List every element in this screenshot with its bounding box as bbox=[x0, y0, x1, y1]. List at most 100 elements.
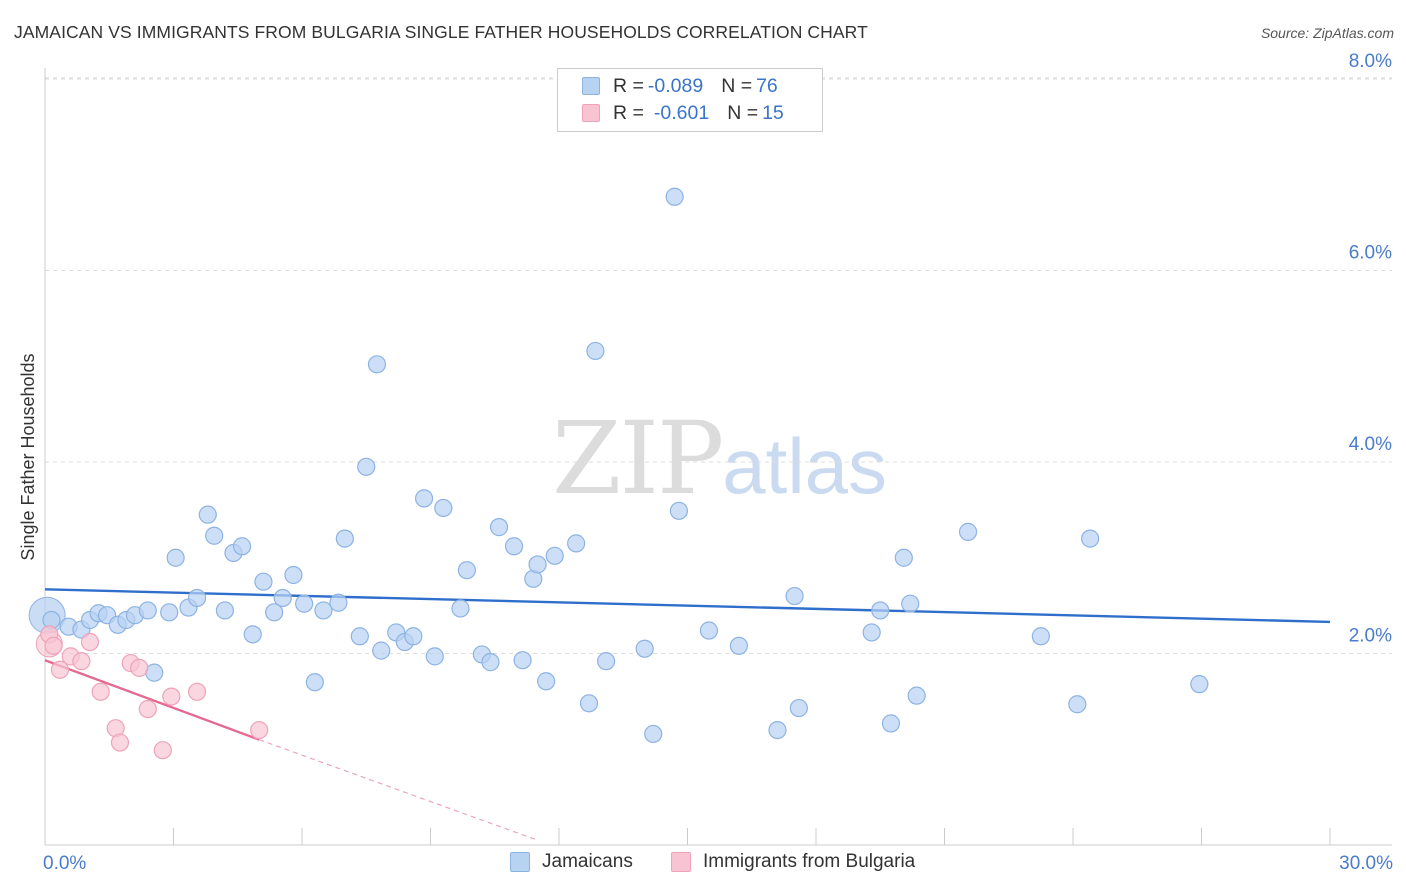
trend-line-bulgaria-extension bbox=[258, 739, 538, 841]
data-point-jamaicans bbox=[894, 548, 913, 567]
grid-lines bbox=[45, 77, 1392, 654]
stats-legend: R = -0.089 N = 76 R = -0.601 N = 15 bbox=[557, 68, 823, 132]
bottom-legend-swatch-blue bbox=[510, 852, 530, 872]
bottom-legend-label-bulgaria: Immigrants from Bulgaria bbox=[703, 851, 916, 872]
legend-row-bulgaria: R = -0.601 N = 15 bbox=[558, 100, 784, 126]
data-point-jamaicans bbox=[871, 601, 890, 620]
data-point-jamaicans bbox=[669, 501, 689, 520]
bottom-legend-swatch-pink bbox=[671, 852, 691, 872]
bottom-legend-jamaicans: Jamaicans bbox=[510, 851, 633, 873]
data-point-jamaicans bbox=[314, 601, 333, 620]
legend-r-value: -0.601 bbox=[653, 101, 710, 124]
data-point-bulgaria bbox=[50, 660, 70, 679]
data-point-jamaicans bbox=[265, 603, 284, 622]
legend-r-value: -0.089 bbox=[647, 74, 704, 97]
axis-labels: 2.0% 4.0% 6.0% 8.0% 0.0% 30.0% Single Father H… bbox=[18, 51, 1393, 874]
data-point-jamaicans bbox=[504, 537, 524, 556]
data-point-jamaicans bbox=[243, 625, 262, 644]
data-point-jamaicans bbox=[1190, 675, 1209, 694]
y-tick-label: 6.0% bbox=[1349, 243, 1392, 264]
data-point-jamaicans bbox=[881, 714, 901, 733]
x-tick-label: 0.0% bbox=[43, 853, 86, 874]
data-point-jamaicans bbox=[434, 498, 453, 518]
legend-r-label: R = bbox=[613, 101, 644, 124]
data-point-jamaicans bbox=[295, 594, 314, 613]
data-point-jamaicans bbox=[205, 526, 224, 545]
data-point-bulgaria bbox=[130, 658, 149, 677]
data-point-jamaicans bbox=[699, 621, 719, 640]
data-point-jamaicans bbox=[729, 636, 749, 655]
data-point-bulgaria bbox=[44, 636, 63, 655]
data-point-bulgaria bbox=[162, 687, 181, 706]
legend-n-label: N = bbox=[721, 74, 753, 97]
trend-line-bulgaria bbox=[44, 659, 260, 741]
y-tick-label: 8.0% bbox=[1349, 51, 1392, 72]
data-point-bulgaria bbox=[110, 733, 130, 752]
legend-swatch-blue bbox=[582, 77, 600, 95]
data-point-jamaicans bbox=[232, 537, 252, 556]
legend-r-label: R = bbox=[613, 74, 644, 97]
data-point-jamaicans bbox=[567, 534, 586, 553]
x-tick-label: 30.0% bbox=[1339, 853, 1393, 874]
legend-row-jamaicans: R = -0.089 N = 76 bbox=[558, 73, 778, 99]
data-point-jamaicans bbox=[425, 647, 444, 666]
data-point-bulgaria bbox=[91, 682, 110, 701]
watermark: ZIPatlas bbox=[552, 400, 887, 517]
y-axis-label: Single Father Households bbox=[18, 353, 38, 560]
data-point-jamaicans bbox=[489, 518, 509, 537]
data-point-jamaicans bbox=[166, 548, 185, 567]
data-point-jamaicans bbox=[644, 724, 663, 744]
data-point-jamaicans bbox=[305, 673, 324, 692]
data-point-jamaicans bbox=[160, 603, 179, 622]
data-point-jamaicans bbox=[284, 565, 303, 585]
data-point-bulgaria bbox=[72, 652, 91, 671]
legend-n-label: N = bbox=[727, 101, 759, 124]
source-note: Source: ZipAtlas.com bbox=[1260, 25, 1394, 41]
data-point-bulgaria bbox=[250, 720, 269, 740]
axes bbox=[44, 68, 1392, 846]
data-point-jamaicans bbox=[215, 601, 234, 620]
data-point-bulgaria bbox=[153, 741, 172, 760]
data-point-bulgaria bbox=[138, 699, 157, 719]
data-point-jamaicans bbox=[372, 641, 391, 660]
bottom-legend-label-jamaicans: Jamaicans bbox=[542, 851, 633, 872]
data-point-jamaicans bbox=[579, 694, 599, 713]
data-point-bulgaria bbox=[80, 632, 100, 652]
data-point-jamaicans bbox=[1081, 529, 1100, 548]
data-point-jamaicans bbox=[537, 672, 556, 691]
data-point-jamaicans bbox=[404, 627, 423, 646]
data-point-jamaicans bbox=[665, 187, 684, 206]
data-point-jamaicans bbox=[187, 588, 207, 608]
data-points bbox=[28, 187, 1209, 760]
data-point-jamaicans bbox=[907, 686, 926, 705]
data-point-jamaicans bbox=[1031, 627, 1050, 646]
data-point-jamaicans bbox=[1068, 695, 1087, 714]
legend-n-value: 15 bbox=[762, 101, 784, 124]
watermark-atlas: atlas bbox=[722, 422, 888, 510]
data-point-jamaicans bbox=[862, 623, 881, 642]
y-tick-label: 2.0% bbox=[1349, 626, 1392, 647]
data-point-jamaicans bbox=[145, 663, 164, 682]
data-point-jamaicans bbox=[586, 341, 605, 361]
data-point-jamaicans bbox=[457, 561, 477, 580]
data-point-jamaicans bbox=[635, 639, 654, 658]
data-point-bulgaria bbox=[187, 682, 207, 701]
legend-swatch-pink bbox=[582, 104, 600, 122]
data-point-jamaicans bbox=[785, 586, 804, 606]
data-point-jamaicans bbox=[481, 653, 500, 672]
y-tick-label: 4.0% bbox=[1349, 434, 1392, 455]
data-point-jamaicans bbox=[513, 651, 532, 670]
data-point-jamaicans bbox=[789, 698, 808, 718]
data-point-jamaicans bbox=[254, 572, 273, 591]
data-point-jamaicans bbox=[768, 720, 787, 740]
data-point-jamaicans bbox=[350, 627, 369, 646]
data-point-jamaicans bbox=[901, 594, 920, 613]
watermark-zip: ZIP bbox=[552, 400, 724, 517]
data-point-jamaicans bbox=[198, 505, 217, 524]
chart-title: JAMAICAN VS IMMIGRANTS FROM BULGARIA SIN… bbox=[14, 22, 868, 42]
data-point-jamaicans bbox=[545, 546, 564, 565]
data-point-jamaicans bbox=[451, 599, 470, 618]
data-point-jamaicans bbox=[367, 355, 387, 374]
data-point-jamaicans bbox=[329, 593, 348, 612]
